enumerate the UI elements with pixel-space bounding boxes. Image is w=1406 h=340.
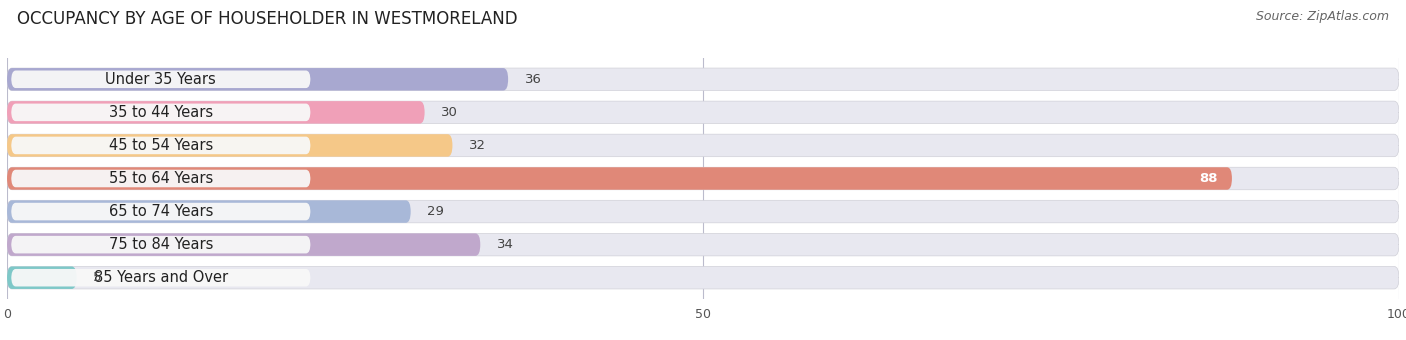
- FancyBboxPatch shape: [7, 101, 425, 124]
- Text: Under 35 Years: Under 35 Years: [105, 72, 217, 87]
- Text: 32: 32: [470, 139, 486, 152]
- Text: 34: 34: [496, 238, 513, 251]
- Text: 88: 88: [1199, 172, 1218, 185]
- FancyBboxPatch shape: [7, 167, 1399, 190]
- Text: 75 to 84 Years: 75 to 84 Years: [108, 237, 214, 252]
- FancyBboxPatch shape: [7, 167, 1232, 190]
- Text: 45 to 54 Years: 45 to 54 Years: [108, 138, 212, 153]
- Text: Source: ZipAtlas.com: Source: ZipAtlas.com: [1256, 10, 1389, 23]
- Text: 30: 30: [441, 106, 458, 119]
- FancyBboxPatch shape: [11, 203, 311, 220]
- FancyBboxPatch shape: [7, 233, 481, 256]
- FancyBboxPatch shape: [7, 267, 77, 289]
- FancyBboxPatch shape: [7, 68, 1399, 90]
- Text: 85 Years and Over: 85 Years and Over: [94, 270, 228, 285]
- FancyBboxPatch shape: [7, 233, 1399, 256]
- FancyBboxPatch shape: [7, 134, 453, 157]
- FancyBboxPatch shape: [7, 101, 1399, 124]
- Text: 65 to 74 Years: 65 to 74 Years: [108, 204, 214, 219]
- Text: 35 to 44 Years: 35 to 44 Years: [108, 105, 212, 120]
- Text: 55 to 64 Years: 55 to 64 Years: [108, 171, 212, 186]
- FancyBboxPatch shape: [7, 200, 1399, 223]
- FancyBboxPatch shape: [11, 269, 311, 287]
- FancyBboxPatch shape: [11, 104, 311, 121]
- FancyBboxPatch shape: [11, 137, 311, 154]
- FancyBboxPatch shape: [11, 236, 311, 253]
- FancyBboxPatch shape: [7, 267, 1399, 289]
- FancyBboxPatch shape: [11, 170, 311, 187]
- Text: OCCUPANCY BY AGE OF HOUSEHOLDER IN WESTMORELAND: OCCUPANCY BY AGE OF HOUSEHOLDER IN WESTM…: [17, 10, 517, 28]
- Text: 36: 36: [524, 73, 541, 86]
- FancyBboxPatch shape: [11, 70, 311, 88]
- Text: 5: 5: [93, 271, 101, 284]
- FancyBboxPatch shape: [7, 134, 1399, 157]
- Text: 29: 29: [427, 205, 444, 218]
- FancyBboxPatch shape: [7, 200, 411, 223]
- FancyBboxPatch shape: [7, 68, 508, 90]
